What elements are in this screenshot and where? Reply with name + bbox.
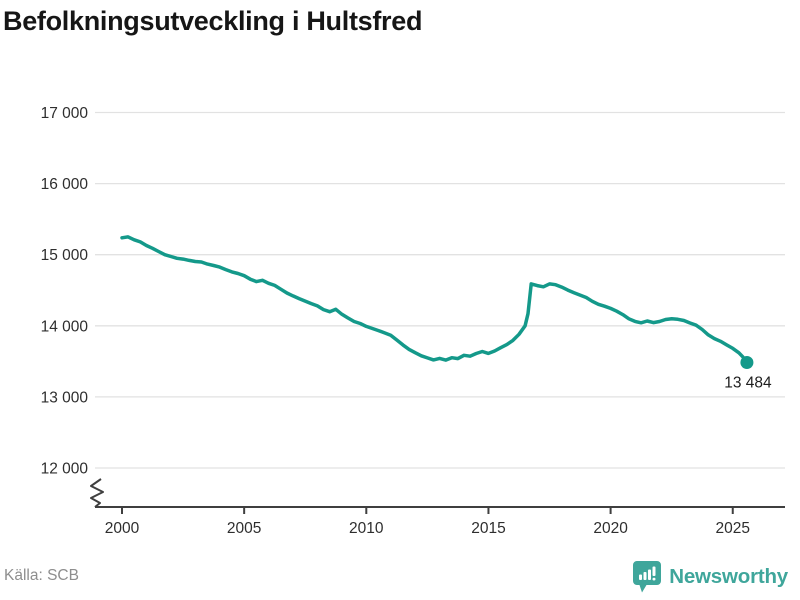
mini-bar-chart-glyph bbox=[639, 566, 656, 581]
end-value-label: 13 484 bbox=[724, 374, 772, 391]
page-title: Befolkningsutveckling i Hultsfred bbox=[3, 6, 423, 36]
end-point-dot bbox=[740, 355, 754, 369]
newsworthy-logo-icon bbox=[633, 561, 662, 593]
population-line bbox=[120, 235, 749, 365]
x-axis-tick-label: 2015 bbox=[471, 520, 505, 537]
brand-name: Newsworthy bbox=[669, 565, 788, 588]
y-axis-tick-label: 12 000 bbox=[41, 461, 89, 478]
y-axis-tick-label: 15 000 bbox=[41, 247, 89, 264]
speech-bubble-shape bbox=[633, 561, 662, 593]
newsworthy-brand: Newsworthy bbox=[632, 560, 788, 594]
x-axis-tick-label: 2000 bbox=[105, 520, 140, 537]
x-axis-tick-label: 2005 bbox=[227, 520, 261, 537]
axis-break-icon bbox=[90, 478, 104, 508]
y-axis-tick-label: 17 000 bbox=[41, 105, 89, 122]
x-axis-tick-label: 2020 bbox=[593, 520, 628, 537]
y-axis-tick-label: 16 000 bbox=[41, 176, 89, 193]
x-axis-tick-label: 2025 bbox=[716, 520, 750, 537]
y-axis-tick-label: 13 000 bbox=[41, 389, 89, 406]
y-axis-tick-label: 14 000 bbox=[41, 318, 89, 335]
x-axis-tick-label: 2010 bbox=[349, 520, 384, 537]
source-label: Källa: SCB bbox=[4, 567, 79, 584]
